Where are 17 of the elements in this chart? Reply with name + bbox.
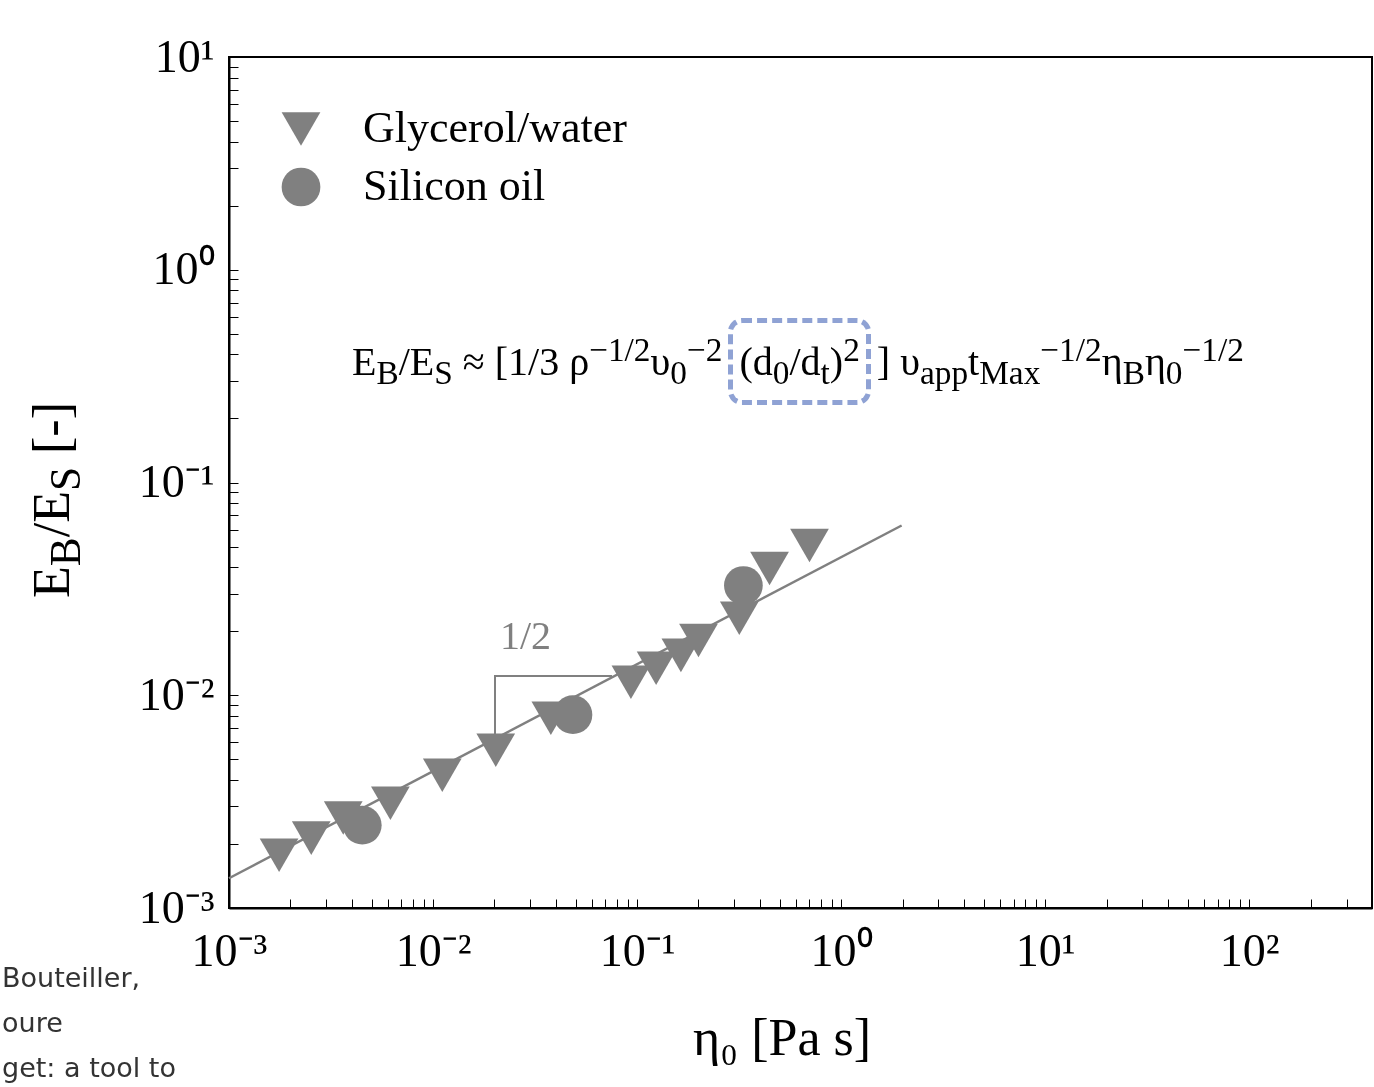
dashed-box: (d$_{0}$/d$_{t}$)$^{2}$ [728,318,871,406]
x-axis-title: η₀ [Pa s] [692,1009,872,1066]
text: oure [2,1007,63,1038]
x-tick-label: 10¹ [1015,924,1076,976]
text: Bouteiller, [2,962,141,993]
x-tick-label: 10⁻² [395,924,472,976]
x-tick-label: 10⁰ [810,924,873,976]
y-tick-label: 10⁻¹ [138,456,215,507]
y-tick-label: 10⁰ [152,243,215,295]
text: get: a tool to [2,1052,176,1083]
y-tick-label: 10⁻² [138,668,215,720]
legend-label: Silicon oil [363,161,546,210]
x-tick-label: 10⁻¹ [599,924,676,976]
annotation: 1/2 [500,612,552,659]
legend-label: Glycerol/water [363,103,628,152]
x-tick-label: 10² [1219,924,1280,976]
y-tick-label: 10¹ [154,30,215,82]
